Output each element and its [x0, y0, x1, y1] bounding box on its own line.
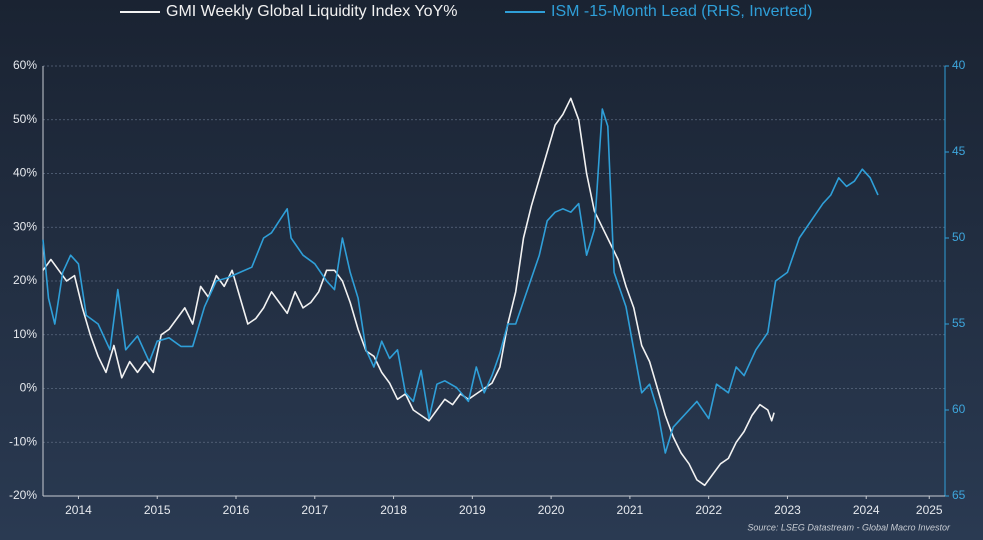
y-tick-label: 30% [13, 219, 37, 233]
legend-label: ISM -15-Month Lead (RHS, Inverted) [551, 3, 812, 20]
x-tick-label: 2025 [916, 503, 943, 517]
y-tick-label: 0% [20, 381, 38, 395]
legend-label: GMI Weekly Global Liquidity Index YoY% [166, 3, 457, 20]
x-tick-label: 2019 [459, 503, 486, 517]
x-tick-label: 2014 [65, 503, 92, 517]
y-tick-label: 50% [13, 112, 37, 126]
y-tick-label: 60% [13, 58, 37, 72]
y2-tick-label: 50 [952, 230, 966, 244]
y-tick-label: -20% [9, 488, 37, 502]
y-tick-label: 10% [13, 327, 37, 341]
source-note: Source: LSEG Datastream - Global Macro I… [747, 522, 951, 532]
y2-tick-label: 65 [952, 488, 966, 502]
x-tick-label: 2023 [774, 503, 801, 517]
y-tick-label: 40% [13, 166, 37, 180]
series-line [42, 108, 879, 454]
series-line [42, 97, 775, 487]
y2-tick-label: 45 [952, 144, 966, 158]
y2-tick-label: 40 [952, 58, 966, 72]
x-tick-label: 2021 [617, 503, 644, 517]
y2-tick-label: 55 [952, 316, 966, 330]
x-tick-label: 2020 [538, 503, 565, 517]
y-tick-label: 20% [13, 273, 37, 287]
x-tick-label: 2015 [144, 503, 171, 517]
x-tick-label: 2018 [380, 503, 407, 517]
y2-tick-label: 60 [952, 402, 966, 416]
x-tick-label: 2022 [695, 503, 722, 517]
y-tick-label: -10% [9, 434, 37, 448]
x-tick-label: 2016 [223, 503, 250, 517]
x-tick-label: 2017 [301, 503, 328, 517]
x-tick-label: 2024 [853, 503, 880, 517]
